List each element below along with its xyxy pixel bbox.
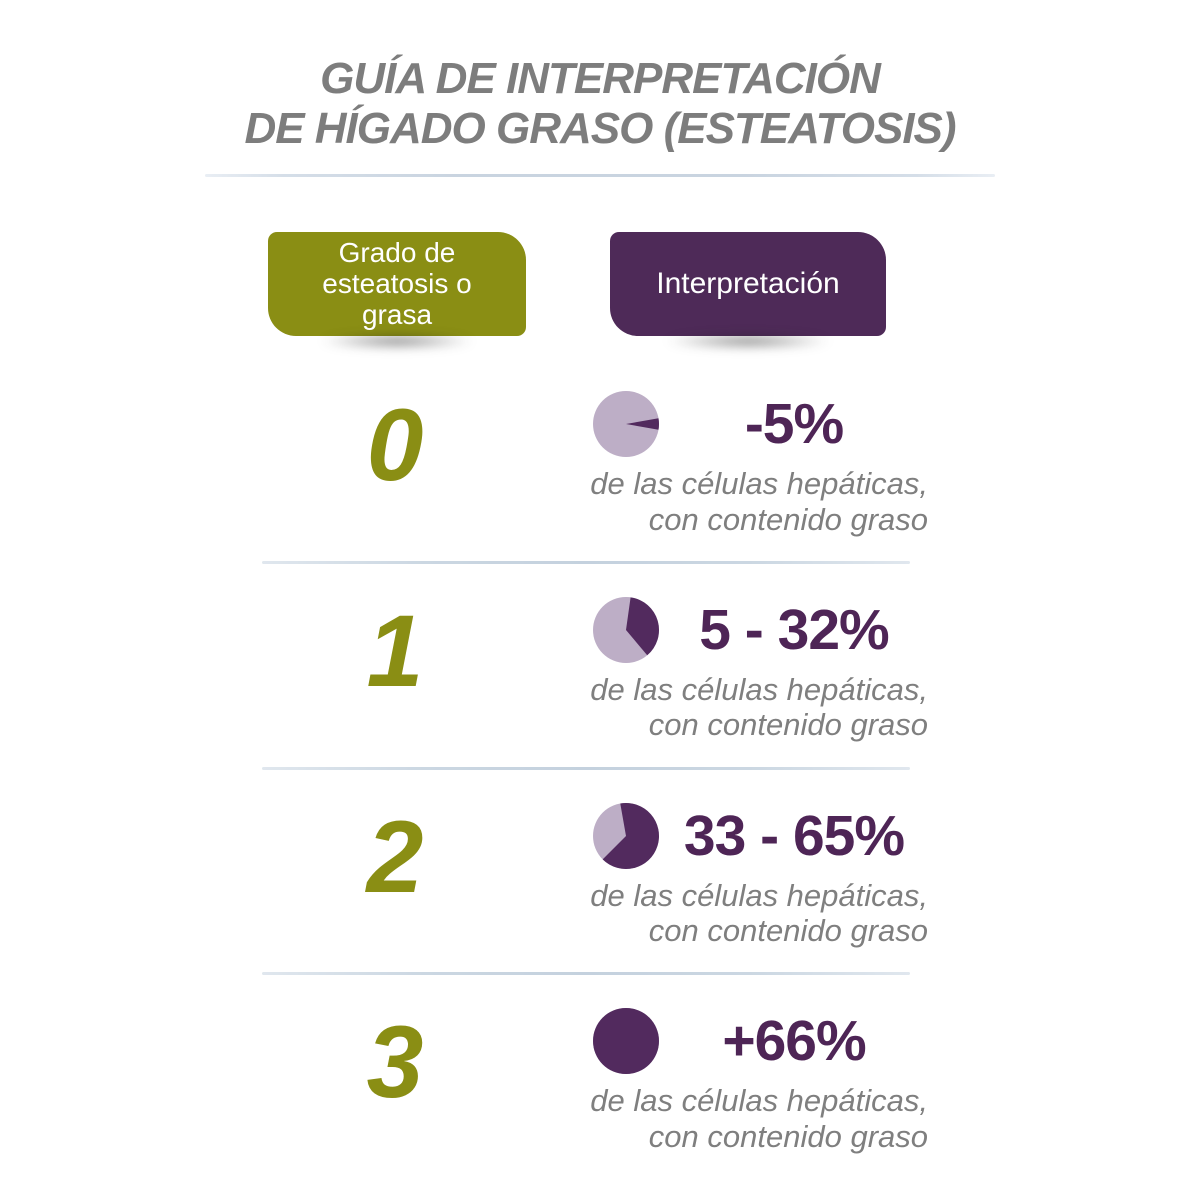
table-row-grade-3: 3 +66% de las células hepáticas, con con… <box>200 1001 1000 1164</box>
pie-chart-icon-grade-2 <box>593 802 660 869</box>
row-divider <box>262 972 910 976</box>
grade-table: 0 -5% de las células hepáticas, con cont… <box>200 384 1000 1164</box>
grade-cell-2: 2 <box>200 802 590 949</box>
grade-value-2: 2 <box>366 799 424 914</box>
description-3-line-1: de las células hepáticas, <box>590 1083 928 1119</box>
grade-value-0: 0 <box>366 388 424 503</box>
interpretation-cell-1: 5 - 32% de las células hepáticas, con co… <box>590 596 1000 743</box>
description-0-line-1: de las células hepáticas, <box>590 466 928 502</box>
grade-header-line-3: grasa <box>361 298 433 330</box>
description-3-line-2: con contenido graso <box>648 1118 928 1154</box>
grade-cell-3: 3 <box>200 1007 590 1154</box>
row-divider <box>262 766 910 770</box>
percentage-range-0: -5% <box>744 392 844 457</box>
interpretation-cell-3: +66% de las células hepáticas, con conte… <box>590 1007 1000 1154</box>
pie-chart-icon-grade-0 <box>593 391 660 458</box>
percentage-range-1: 5 - 32% <box>699 597 889 662</box>
grade-value-3: 3 <box>366 1005 424 1120</box>
page-title-line-2: DE HÍGADO GRASO (ESTEATOSIS) <box>244 104 956 154</box>
description-1-line-2: con contenido graso <box>648 707 928 743</box>
grade-cell-1: 1 <box>200 596 590 743</box>
column-headers: Grado de esteatosis o grasa Interpretaci… <box>200 232 1000 337</box>
column-header-interpretation: Interpretación <box>610 232 886 337</box>
percentage-range-3: +66% <box>722 1009 866 1074</box>
table-row-grade-1: 1 5 - 32% de las células hepáticas, con … <box>200 590 1000 753</box>
row-divider <box>262 560 910 564</box>
pie-chart-icon-grade-1 <box>593 596 659 663</box>
grade-header-line-2: esteatosis o <box>322 267 472 299</box>
table-row-grade-0: 0 -5% de las células hepáticas, con cont… <box>200 384 1000 547</box>
page-title: GUÍA DE INTERPRETACIÓN DE HÍGADO GRASO (… <box>0 0 1200 154</box>
table-row-grade-2: 2 33 - 65% de las células hepáticas, con… <box>200 796 1000 959</box>
description-1: de las células hepáticas, con contenido … <box>590 672 928 743</box>
interpretation-cell-2: 33 - 65% de las células hepáticas, con c… <box>590 802 1000 949</box>
interpretation-cell-0: -5% de las células hepáticas, con conten… <box>590 390 1000 537</box>
percentage-range-2: 33 - 65% <box>683 803 905 868</box>
description-0-line-2: con contenido graso <box>648 501 928 537</box>
column-header-grade: Grado de esteatosis o grasa <box>268 232 526 337</box>
interpretation-header-label: Interpretación <box>656 267 840 301</box>
description-0: de las células hepáticas, con contenido … <box>590 466 928 537</box>
page-title-line-1: GUÍA DE INTERPRETACIÓN <box>320 54 881 103</box>
description-1-line-1: de las células hepáticas, <box>590 671 928 707</box>
description-3: de las células hepáticas, con contenido … <box>590 1083 928 1154</box>
pie-chart-icon-grade-3 <box>593 1008 659 1075</box>
description-2-line-1: de las células hepáticas, <box>590 877 928 913</box>
grade-header-line-1: Grado de <box>338 237 456 269</box>
description-2: de las células hepáticas, con contenido … <box>590 878 928 949</box>
grade-cell-0: 0 <box>200 390 590 537</box>
description-2-line-2: con contenido graso <box>648 912 928 948</box>
title-divider <box>205 174 995 178</box>
grade-value-1: 1 <box>366 593 424 708</box>
